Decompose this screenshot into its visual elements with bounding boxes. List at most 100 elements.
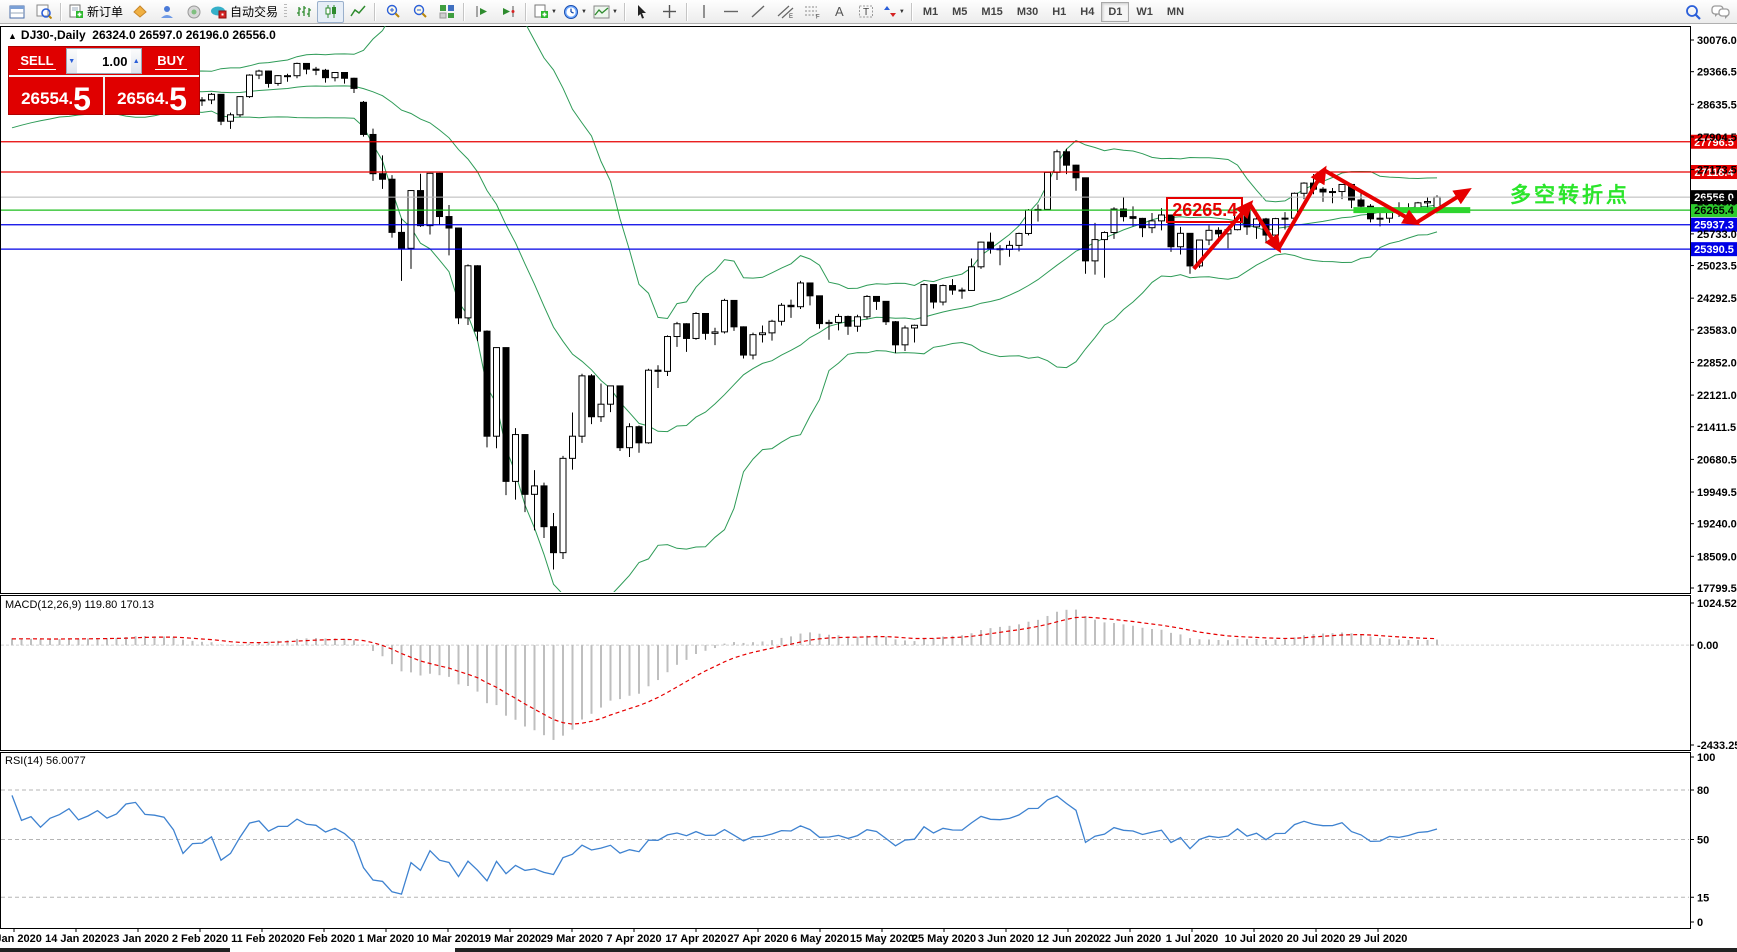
zoom-out-button[interactable] bbox=[406, 1, 433, 23]
tf-button-m1[interactable]: M1 bbox=[922, 5, 939, 18]
chat-button[interactable] bbox=[1707, 1, 1734, 23]
tf-button-mn[interactable]: MN bbox=[1166, 5, 1185, 18]
svg-text:18509.0: 18509.0 bbox=[1697, 551, 1737, 563]
templates-button[interactable]: ▼ bbox=[590, 1, 621, 23]
svg-text:2 Feb 2020: 2 Feb 2020 bbox=[172, 933, 228, 945]
bottom-scrollbar[interactable] bbox=[0, 948, 1737, 952]
autotrading-button[interactable]: 自动交易 bbox=[207, 1, 281, 23]
tf-button-h1[interactable]: H1 bbox=[1052, 5, 1067, 18]
indicator-rhombus-icon[interactable] bbox=[126, 1, 153, 23]
trend-arrow[interactable] bbox=[1276, 165, 1327, 250]
trend-arrow[interactable] bbox=[1415, 187, 1472, 225]
charts-window-button[interactable] bbox=[3, 1, 30, 23]
turning-point-annotation[interactable]: 多空转折点 bbox=[1510, 184, 1630, 207]
svg-text:10 Jul 2020: 10 Jul 2020 bbox=[1225, 933, 1284, 945]
chart-shift-button[interactable] bbox=[495, 1, 522, 23]
trendline-tool-button[interactable] bbox=[745, 1, 772, 23]
svg-text:22852.0: 22852.0 bbox=[1697, 357, 1737, 369]
horizontal-line-tool-button[interactable] bbox=[718, 1, 745, 23]
rsi-panel bbox=[1, 789, 1689, 898]
candlestick-chart-button[interactable] bbox=[317, 0, 345, 23]
svg-text:1 Jul 2020: 1 Jul 2020 bbox=[1166, 933, 1219, 945]
arrows-tool-button[interactable]: ▼ bbox=[880, 1, 908, 23]
crosshair-tool-button[interactable] bbox=[656, 1, 683, 23]
svg-text:6 May 2020: 6 May 2020 bbox=[791, 933, 849, 945]
svg-text:17799.5: 17799.5 bbox=[1697, 583, 1737, 595]
search-button[interactable] bbox=[1680, 1, 1707, 23]
volume-decrease-button[interactable]: ▼ bbox=[67, 49, 77, 73]
svg-text:19240.0: 19240.0 bbox=[1697, 519, 1737, 531]
alerts-button[interactable] bbox=[180, 1, 207, 23]
scrollbar-thumb[interactable] bbox=[230, 948, 455, 952]
svg-text:15: 15 bbox=[1697, 892, 1709, 904]
chart-symbol-period: DJ30-,Daily bbox=[20, 28, 86, 42]
auto-scroll-button[interactable] bbox=[468, 1, 495, 23]
volume-increase-button[interactable]: ▲ bbox=[131, 49, 141, 73]
svg-text:28635.5: 28635.5 bbox=[1697, 99, 1737, 111]
chart-title: ▲ DJ30-,Daily 26324.0 26597.0 26196.0 265… bbox=[8, 28, 276, 42]
text-label-tool-button[interactable]: T bbox=[853, 1, 880, 23]
trend-arrow[interactable] bbox=[1192, 200, 1254, 271]
zoom-in-button[interactable] bbox=[379, 1, 406, 23]
dropdown-caret-icon: ▼ bbox=[580, 8, 587, 15]
toolbar-right-group bbox=[1680, 1, 1734, 23]
periods-clock-button[interactable]: ▼ bbox=[560, 1, 590, 23]
tf-button-w1[interactable]: W1 bbox=[1136, 5, 1153, 18]
chart-ohlc-values: 26324.0 26597.0 26196.0 26556.0 bbox=[92, 28, 276, 42]
vertical-line-tool-button[interactable] bbox=[691, 1, 718, 23]
sell-price[interactable]: 26554. 5 bbox=[9, 77, 105, 116]
svg-text:5 Jan 2020: 5 Jan 2020 bbox=[0, 933, 42, 945]
svg-text:17 Apr 2020: 17 Apr 2020 bbox=[665, 933, 726, 945]
svg-text:27 Apr 2020: 27 Apr 2020 bbox=[727, 933, 788, 945]
svg-text:50: 50 bbox=[1697, 835, 1709, 847]
new-order-label: 新订单 bbox=[87, 5, 124, 19]
svg-text:12 Jun 2020: 12 Jun 2020 bbox=[1037, 933, 1099, 945]
trend-arrow[interactable] bbox=[1322, 168, 1421, 226]
toolbar-separator bbox=[910, 2, 913, 21]
trend-arrow[interactable] bbox=[1248, 203, 1282, 254]
tf-button-m5[interactable]: M5 bbox=[952, 5, 968, 18]
toolbar-separator bbox=[463, 2, 466, 21]
line-chart-button[interactable] bbox=[344, 1, 371, 23]
equidistant-channel-tool-button[interactable]: E bbox=[772, 1, 799, 23]
tile-windows-button[interactable] bbox=[433, 1, 460, 23]
price-annotation-box[interactable]: 26265.4 bbox=[1166, 197, 1244, 224]
svg-text:21411.5: 21411.5 bbox=[1697, 422, 1736, 434]
market-watch-button[interactable] bbox=[30, 1, 57, 23]
macd-axis: 1024.52 0.00 -2433.25 bbox=[1690, 598, 1737, 752]
new-template-button[interactable]: ▼ bbox=[530, 1, 560, 23]
svg-text:11 Feb 2020: 11 Feb 2020 bbox=[231, 933, 293, 945]
tf-button-h4[interactable]: H4 bbox=[1080, 5, 1095, 18]
toolbar-separator bbox=[685, 2, 688, 21]
navigator-button[interactable] bbox=[153, 1, 180, 23]
trade-panel-prices: 26554. 5 26564. 5 bbox=[9, 75, 199, 116]
buy-price[interactable]: 26564. 5 bbox=[117, 81, 187, 117]
fibonacci-tool-button[interactable]: F bbox=[799, 1, 826, 23]
drawings[interactable] bbox=[1192, 165, 1472, 271]
new-order-button[interactable]: 新订单 bbox=[65, 1, 126, 23]
svg-text:0.00: 0.00 bbox=[1697, 640, 1718, 652]
svg-text:F: F bbox=[816, 15, 820, 20]
svg-text:100: 100 bbox=[1697, 752, 1715, 764]
tf-button-m30[interactable]: M30 bbox=[1016, 5, 1039, 18]
sell-button[interactable]: SELL bbox=[9, 47, 65, 75]
svg-text:23583.0: 23583.0 bbox=[1697, 325, 1737, 337]
svg-text:29 Mar 2020: 29 Mar 2020 bbox=[541, 933, 603, 945]
svg-text:25733.0: 25733.0 bbox=[1697, 229, 1737, 241]
bar-chart-button[interactable] bbox=[290, 1, 317, 23]
svg-text:10 Mar 2020: 10 Mar 2020 bbox=[417, 933, 479, 945]
dropdown-caret-icon: ▼ bbox=[898, 8, 905, 15]
cursor-tool-button[interactable] bbox=[629, 1, 656, 23]
buy-button[interactable]: BUY bbox=[143, 47, 199, 75]
symbol-collapse-icon[interactable]: ▲ bbox=[8, 31, 17, 41]
volume-input[interactable] bbox=[76, 49, 132, 73]
svg-text:E: E bbox=[789, 14, 793, 19]
svg-text:80: 80 bbox=[1697, 785, 1709, 797]
tf-button-d1[interactable]: D1 bbox=[1101, 1, 1130, 22]
svg-text:26556.0: 26556.0 bbox=[1694, 192, 1734, 204]
text-tool-button[interactable]: A bbox=[835, 4, 844, 19]
svg-text:1 Mar 2020: 1 Mar 2020 bbox=[358, 933, 414, 945]
tf-button-m15[interactable]: M15 bbox=[981, 5, 1003, 18]
